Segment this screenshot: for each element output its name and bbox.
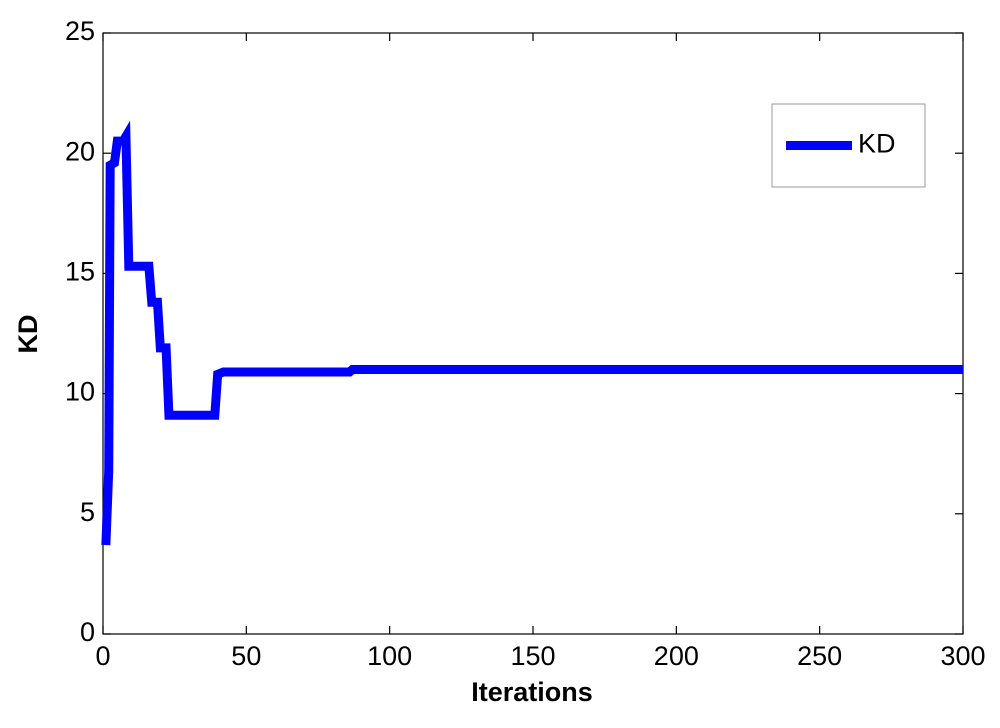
y-tick-label: 25 <box>65 16 95 46</box>
data-line <box>101 120 963 546</box>
y-tick-label: 10 <box>65 377 95 407</box>
x-tick-label: 300 <box>940 641 985 671</box>
legend-label: KD <box>858 129 896 159</box>
x-tick-label: 150 <box>510 641 555 671</box>
x-tick-label: 250 <box>797 641 842 671</box>
y-tick-label: 15 <box>65 257 95 287</box>
x-axis-label: Iterations <box>471 677 593 707</box>
x-tick-label: 200 <box>654 641 699 671</box>
y-tick-label: 5 <box>80 497 95 527</box>
y-tick-label: 20 <box>65 136 95 166</box>
x-tick-label: 0 <box>95 641 110 671</box>
y-tick-label: 0 <box>80 617 95 647</box>
x-tick-label: 100 <box>367 641 412 671</box>
y-axis-label: KD <box>13 315 43 354</box>
x-tick-label: 50 <box>231 641 261 671</box>
